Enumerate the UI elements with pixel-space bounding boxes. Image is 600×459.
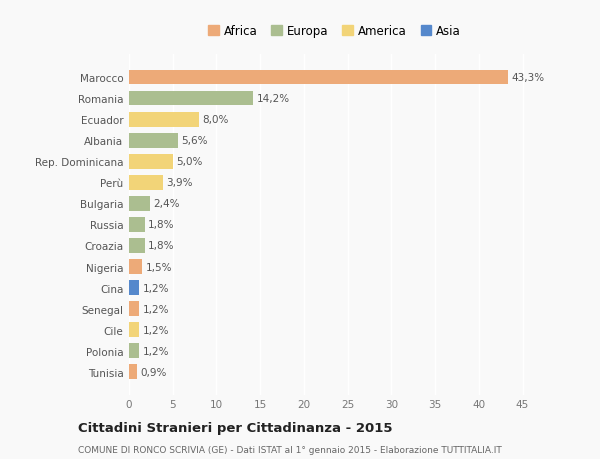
Bar <box>129 134 178 148</box>
Bar <box>129 260 142 274</box>
Text: 1,2%: 1,2% <box>143 283 169 293</box>
Text: 1,8%: 1,8% <box>148 220 175 230</box>
Text: 5,0%: 5,0% <box>176 157 203 167</box>
Bar <box>129 196 150 211</box>
Bar <box>129 239 145 253</box>
Text: 1,2%: 1,2% <box>143 346 169 356</box>
Text: Cittadini Stranieri per Cittadinanza - 2015: Cittadini Stranieri per Cittadinanza - 2… <box>78 421 392 434</box>
Bar <box>129 112 199 127</box>
Text: 5,6%: 5,6% <box>181 136 208 146</box>
Bar <box>129 280 139 295</box>
Bar <box>129 71 508 85</box>
Bar <box>129 302 139 316</box>
Text: 2,4%: 2,4% <box>154 199 180 209</box>
Text: 1,2%: 1,2% <box>143 304 169 314</box>
Text: COMUNE DI RONCO SCRIVIA (GE) - Dati ISTAT al 1° gennaio 2015 - Elaborazione TUTT: COMUNE DI RONCO SCRIVIA (GE) - Dati ISTA… <box>78 445 502 454</box>
Bar <box>129 91 253 106</box>
Bar <box>129 175 163 190</box>
Bar <box>129 344 139 358</box>
Text: 1,2%: 1,2% <box>143 325 169 335</box>
Bar <box>129 155 173 169</box>
Text: 8,0%: 8,0% <box>202 115 229 125</box>
Bar <box>129 218 145 232</box>
Bar <box>129 323 139 337</box>
Text: 3,9%: 3,9% <box>167 178 193 188</box>
Bar <box>129 364 137 379</box>
Text: 14,2%: 14,2% <box>257 94 290 104</box>
Text: 43,3%: 43,3% <box>511 73 544 83</box>
Legend: Africa, Europa, America, Asia: Africa, Europa, America, Asia <box>203 20 466 43</box>
Text: 1,8%: 1,8% <box>148 241 175 251</box>
Text: 0,9%: 0,9% <box>140 367 167 377</box>
Text: 1,5%: 1,5% <box>146 262 172 272</box>
